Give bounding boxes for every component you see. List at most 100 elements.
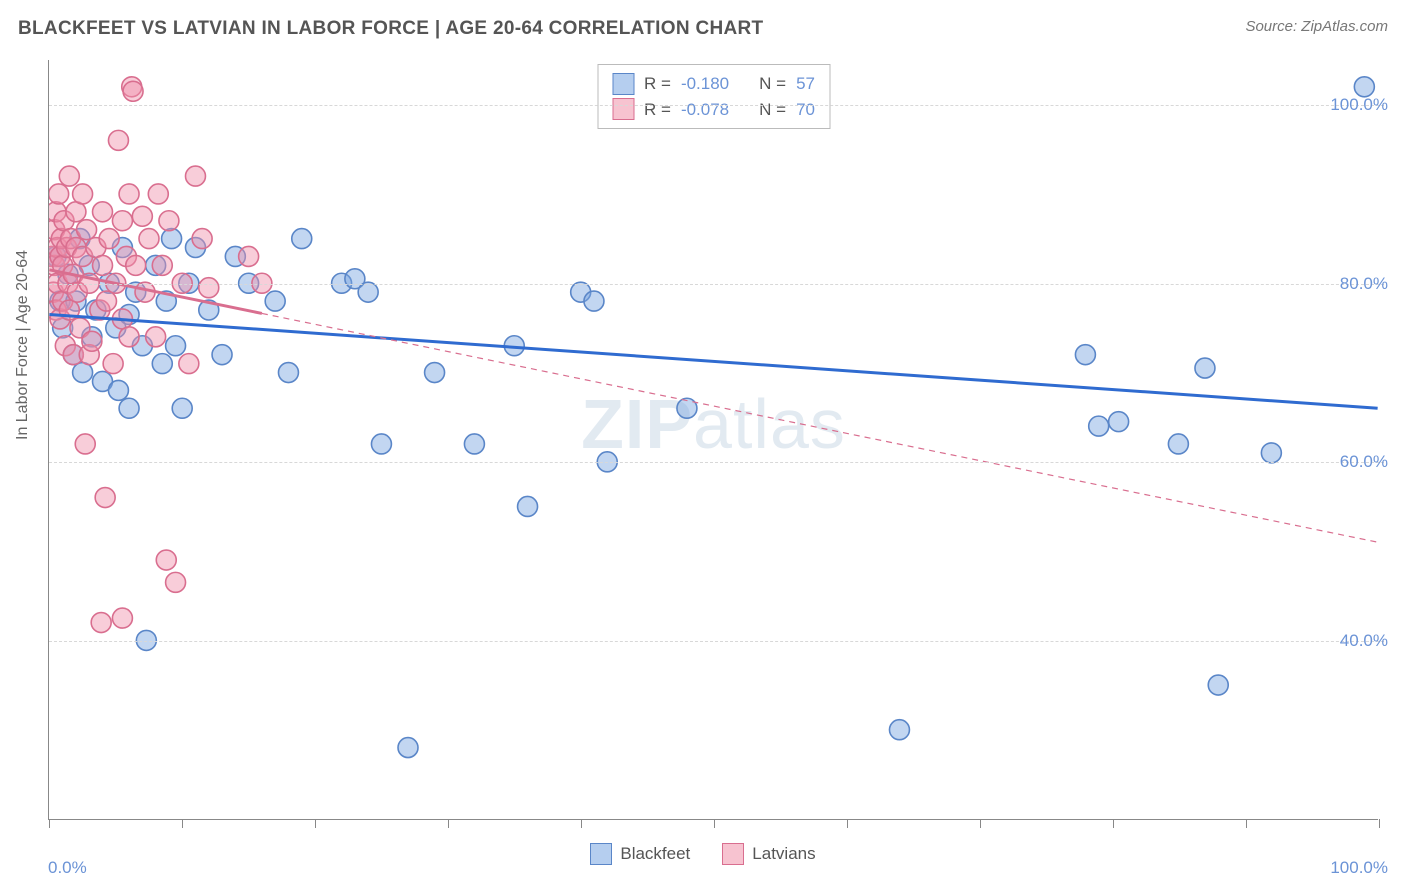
data-point [106,318,126,338]
x-tick-label-max: 100.0% [1330,858,1388,878]
data-point [239,246,259,266]
legend-row: R =-0.078N =70 [612,97,815,123]
n-label: N = [759,97,786,123]
data-point [132,206,152,226]
data-point [518,496,538,516]
r-value: -0.078 [681,97,729,123]
x-tick [448,819,449,828]
data-point [50,291,70,311]
series-legend: Blackfeet Latvians [0,843,1406,870]
x-tick [581,819,582,828]
data-point [584,291,604,311]
chart-svg [49,60,1378,819]
data-point [122,77,142,97]
data-point [156,550,176,570]
data-point [166,572,186,592]
data-point [63,345,83,365]
gridline [49,284,1384,285]
trendline [49,270,262,314]
data-point [53,318,73,338]
data-point [278,363,298,383]
data-point [172,398,192,418]
data-point [156,291,176,311]
data-point [99,229,119,249]
series-name: Blackfeet [620,844,690,864]
x-tick-label-min: 0.0% [48,858,87,878]
y-tick-label: 60.0% [1340,452,1388,472]
series-name: Latvians [752,844,815,864]
data-point [146,255,166,275]
data-point [1109,412,1129,432]
y-tick-label: 40.0% [1340,631,1388,651]
data-point [292,229,312,249]
r-value: -0.180 [681,71,729,97]
legend-swatch [590,843,612,865]
data-point [116,246,136,266]
data-point [166,336,186,356]
x-tick [847,819,848,828]
r-label: R = [644,71,671,97]
data-point [119,327,139,347]
data-point [126,255,146,275]
x-tick [182,819,183,828]
data-point [58,264,78,284]
x-tick [49,819,50,828]
data-point [95,488,115,508]
chart-title: BLACKFEET VS LATVIAN IN LABOR FORCE | AG… [18,18,763,40]
data-point [108,380,128,400]
data-point [1075,345,1095,365]
gridline [49,105,1384,106]
data-point [66,202,86,222]
correlation-legend: R =-0.180N =57R =-0.078N =70 [597,64,830,129]
data-point [67,282,87,302]
data-point [49,282,63,302]
data-point [199,278,219,298]
data-point [119,184,139,204]
data-point [91,613,111,633]
data-point [123,81,143,101]
data-point [148,184,168,204]
data-point [50,246,70,266]
data-point [86,238,106,258]
data-point [59,166,79,186]
data-point [93,202,113,222]
data-point [1261,443,1281,463]
y-tick-label: 100.0% [1330,95,1388,115]
data-point [126,282,146,302]
data-point [49,238,67,258]
data-point [49,202,66,222]
x-tick [714,819,715,828]
data-point [51,229,71,249]
data-point [179,354,199,374]
data-point [93,255,113,275]
data-point [132,336,152,356]
data-point [54,211,74,231]
trendline-extrapolated [262,313,1378,542]
data-point [425,363,445,383]
n-value: 57 [796,71,815,97]
legend-swatch [612,73,634,95]
data-point [73,184,93,204]
data-point [97,291,117,311]
data-point [139,229,159,249]
data-point [70,318,90,338]
data-point [75,434,95,454]
data-point [225,246,245,266]
data-point [50,309,70,329]
gridline [49,641,1384,642]
data-point [119,398,139,418]
data-point [1208,675,1228,695]
data-point [112,309,132,329]
data-point [53,291,73,311]
data-point [61,229,81,249]
data-point [199,300,219,320]
data-point [79,255,99,275]
r-label: R = [644,97,671,123]
data-point [90,300,110,320]
legend-swatch [722,843,744,865]
source-credit: Source: ZipAtlas.com [1245,18,1388,35]
data-point [185,238,205,258]
data-point [77,220,97,240]
data-point [677,398,697,418]
data-point [63,345,83,365]
